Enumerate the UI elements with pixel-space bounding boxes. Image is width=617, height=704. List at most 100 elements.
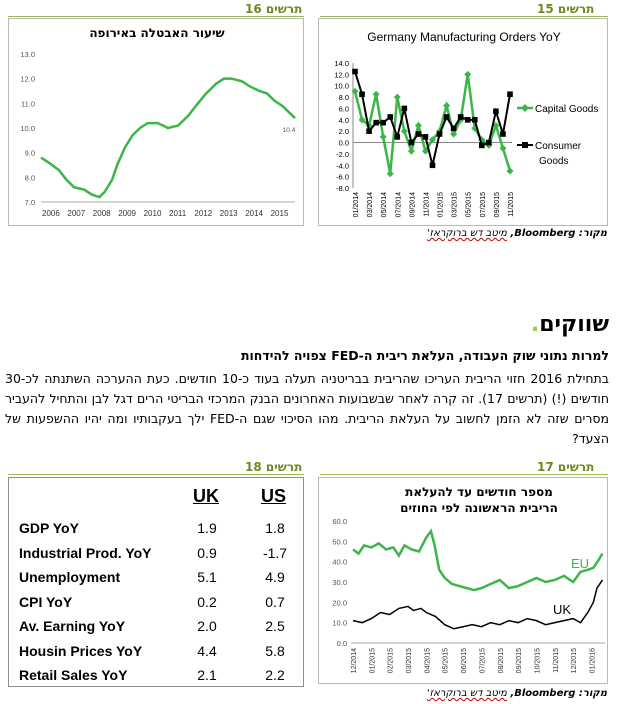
data-point bbox=[386, 170, 394, 178]
x-tick-label: 07/2015 bbox=[479, 648, 486, 673]
x-tick-label: 09/2015 bbox=[494, 192, 501, 217]
data-point bbox=[429, 162, 436, 169]
series-line-unemployment bbox=[40, 77, 296, 199]
data-point bbox=[464, 70, 472, 78]
data-point bbox=[457, 114, 464, 120]
x-tick-label: 03/2014 bbox=[367, 192, 374, 217]
x-tick-label: 05/2014 bbox=[381, 192, 388, 217]
column-header-us: US bbox=[261, 486, 287, 506]
x-tick-label: 2013 bbox=[220, 209, 238, 218]
data-point bbox=[407, 147, 415, 155]
data-point bbox=[450, 130, 458, 138]
data-point bbox=[436, 131, 443, 137]
y-tick-label: 40.0 bbox=[332, 558, 347, 567]
legend-marker bbox=[521, 104, 529, 112]
separator-line bbox=[8, 474, 304, 475]
x-tick-label: 2014 bbox=[245, 209, 263, 218]
source-note-top: מקור: Bloomberg, מיטב דש ברוקראז' bbox=[427, 228, 607, 239]
germany-orders-svg: Germany Manufacturing Orders YoY 14.0 12.0… bbox=[334, 30, 598, 217]
data-point bbox=[479, 142, 485, 149]
data-point bbox=[464, 117, 471, 123]
separator-line bbox=[320, 474, 608, 475]
chart-title: מספר חודשים עד להעלאת הריבית הראשונה לפי … bbox=[400, 485, 558, 515]
rate-hike-chart: מספר חודשים עד להעלאת הריבית הראשונה לפי … bbox=[318, 477, 608, 684]
row-label: GDP YoY bbox=[19, 520, 79, 536]
series-line-consumer-goods bbox=[354, 71, 511, 166]
data-point bbox=[443, 102, 451, 110]
separator-line bbox=[320, 16, 608, 17]
us-value: 1.8 bbox=[265, 520, 285, 536]
y-tick-label: 30.0 bbox=[332, 578, 347, 587]
column-header-uk: UK bbox=[193, 486, 219, 506]
figure-16-label: תרשים 16 bbox=[245, 2, 303, 16]
y-tick-label: 10.0 bbox=[334, 82, 349, 91]
row-label: Av. Earning YoY bbox=[19, 618, 126, 634]
data-point bbox=[373, 119, 379, 126]
x-tick-label: 04/2015 bbox=[424, 648, 431, 673]
x-tick-label: 01/2015 bbox=[438, 192, 445, 217]
figure-17-label: תרשים 17 bbox=[537, 460, 595, 474]
data-point bbox=[499, 144, 507, 152]
y-tick-label: 0.0 bbox=[337, 639, 347, 648]
y-tick-label: -8.0 bbox=[336, 184, 349, 193]
rate-hike-svg: מספר חודשים עד להעלאת הריבית הראשונה לפי … bbox=[332, 485, 605, 673]
x-tick-label: 2007 bbox=[67, 209, 85, 218]
uk-value: 4.4 bbox=[197, 642, 217, 659]
y-tick-label: 12.0 bbox=[334, 70, 349, 79]
uk-value: 1.9 bbox=[197, 520, 217, 536]
last-value-label: 10.4 bbox=[283, 127, 296, 134]
source-underlined: מיטב דש ברוקראז' bbox=[426, 688, 507, 699]
x-tick-label: 2006 bbox=[42, 209, 60, 218]
data-point bbox=[493, 108, 499, 115]
data-point bbox=[401, 105, 408, 112]
x-tick-label: 07/2015 bbox=[480, 192, 487, 217]
y-tick-label: 4.0 bbox=[339, 116, 349, 125]
data-point bbox=[387, 114, 394, 120]
x-tick-label: 01/2016 bbox=[589, 648, 596, 673]
uk-value: 2.0 bbox=[197, 618, 217, 634]
x-tick-label: 2008 bbox=[93, 209, 111, 218]
section-title-text: שווקים bbox=[539, 312, 609, 337]
figure-18-label: תרשים 18 bbox=[245, 460, 303, 474]
y-tick-label: 14.0 bbox=[334, 59, 349, 68]
x-tick-label: 09/2015 bbox=[516, 648, 523, 673]
germany-orders-chart: Germany Manufacturing Orders YoY 14.0 12.0… bbox=[318, 18, 608, 226]
series-line-eu bbox=[352, 528, 604, 592]
data-point bbox=[393, 93, 401, 101]
uk-value: 5.1 bbox=[197, 569, 217, 585]
series-label-eu: EU bbox=[571, 556, 589, 571]
article-paragraph: בתחילת 2016 חזוי הריבית העריכו שהריבית ב… bbox=[5, 371, 610, 446]
table-row: Unemployment 5.1 4.9 bbox=[9, 565, 303, 590]
x-tick-label: 2010 bbox=[144, 209, 162, 218]
data-point bbox=[429, 136, 436, 144]
data-point bbox=[486, 139, 492, 146]
euro-unemployment-chart: שיעור האבטלה באירופה 13.0 12.0 11.0 10.0 9.0 8… bbox=[8, 18, 304, 226]
us-value: 4.9 bbox=[265, 569, 285, 585]
y-tick-label: 10.0 bbox=[20, 124, 35, 133]
x-tick-label: 11/2015 bbox=[553, 648, 560, 673]
uk-value: 2.1 bbox=[197, 667, 217, 683]
legend-label-consumer-goods: Consumer Goods bbox=[535, 141, 582, 167]
us-value: 2.2 bbox=[265, 667, 285, 683]
chart-title: Germany Manufacturing Orders YoY bbox=[367, 30, 560, 44]
x-tick-label: 06/2015 bbox=[461, 648, 468, 673]
data-point bbox=[358, 116, 366, 124]
chart-title: שיעור האבטלה באירופה bbox=[89, 26, 224, 40]
series-line-uk bbox=[352, 579, 604, 630]
x-tick-label: 05/2015 bbox=[466, 192, 473, 217]
us-value: 2.5 bbox=[265, 618, 285, 634]
x-tick-label: 11/2015 bbox=[508, 192, 515, 217]
table-row: Retail Sales YoY 2.1 2.2 bbox=[9, 663, 303, 688]
data-point bbox=[471, 117, 478, 123]
y-tick-label: 7.0 bbox=[25, 198, 35, 207]
row-label: Retail Sales YoY bbox=[19, 667, 128, 683]
legend-label-capital-goods: Capital Goods bbox=[535, 104, 598, 115]
data-point bbox=[450, 125, 457, 132]
data-point bbox=[500, 131, 506, 137]
euro-unemployment-svg: שיעור האבטלה באירופה 13.0 12.0 11.0 10.0 9.0 8… bbox=[20, 26, 296, 218]
figure-15-label: תרשים 15 bbox=[537, 2, 595, 16]
data-point bbox=[379, 133, 387, 141]
article-subhead: למרות נתוני שוק העבודה, העלאת ריבית ה-FE… bbox=[240, 348, 609, 363]
x-tick-label: 2011 bbox=[169, 209, 187, 218]
data-point bbox=[421, 147, 429, 155]
